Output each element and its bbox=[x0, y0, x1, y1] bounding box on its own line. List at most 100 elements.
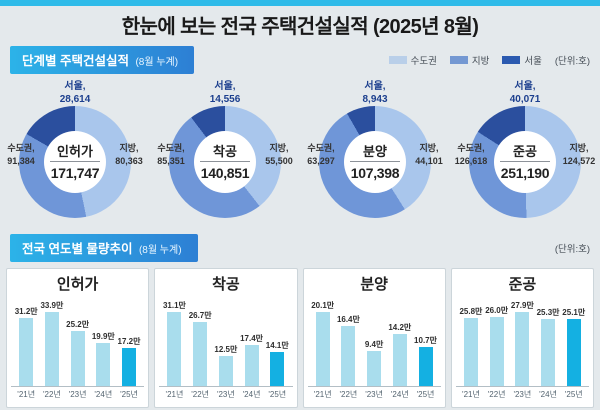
donut-jibang-name: 지방, bbox=[119, 143, 139, 153]
bar-column: 31.1만 bbox=[162, 300, 187, 386]
year-axis-label: '24년 bbox=[94, 390, 113, 399]
bar bbox=[218, 356, 233, 386]
legend-label-seoul: 서울 bbox=[524, 56, 542, 67]
bar bbox=[541, 319, 556, 386]
year-axis-label: '24년 bbox=[242, 390, 261, 399]
donut-seoul-label: 서울, 40,071 bbox=[450, 80, 600, 106]
donut-chart-completions: 서울, 40,071 준공 251,190 수도권, 126,618 지방, 1… bbox=[450, 80, 600, 228]
year-axis-label: '23년 bbox=[216, 390, 235, 399]
bar bbox=[44, 312, 59, 386]
bar-column: 31.2만 bbox=[14, 306, 39, 386]
bar-column: 16.4만 bbox=[336, 314, 361, 386]
bar bbox=[244, 345, 259, 386]
bar-value-label: 26.0만 bbox=[485, 306, 509, 315]
donut-ring: 분양 107,398 bbox=[319, 106, 431, 218]
bar-value-label: 26.7만 bbox=[188, 311, 212, 320]
bar-column: 27.9만 bbox=[510, 300, 535, 386]
year-axis-label: '25년 bbox=[120, 390, 138, 399]
legend-swatch-sudogwon bbox=[388, 56, 407, 64]
section1-subtitle: (8월 누계) bbox=[135, 57, 179, 68]
bar-column: 10.7만 bbox=[413, 335, 438, 386]
donut-seoul-value: 8,943 bbox=[362, 94, 388, 105]
section1-title: 단계별 주택건설실적 bbox=[22, 54, 129, 68]
year-axis-label: '23년 bbox=[68, 390, 87, 399]
bar bbox=[19, 318, 34, 386]
bar-column: 14.2만 bbox=[387, 322, 412, 386]
bar-chart-card-completions: 준공 25.8만 26.0만 27.9만 25.3만 25.1만 '21년 '22년 '23… bbox=[450, 268, 594, 408]
section1-title-badge: 단계별 주택건설실적 (8월 누계) bbox=[10, 46, 195, 74]
bar-column: 14.1만 bbox=[265, 340, 290, 386]
bar-value-label: 25.1만 bbox=[562, 308, 586, 317]
donut-seoul-value: 40,071 bbox=[509, 94, 541, 105]
legend-item-seoul: 서울 bbox=[502, 53, 542, 67]
bar-chart-plot: 31.2만 33.9만 25.2만 19.9만 17.2만 bbox=[11, 293, 145, 387]
year-axis-label: '24년 bbox=[390, 390, 409, 399]
donut-sudogwon-name: 수도권, bbox=[307, 143, 335, 153]
bar-value-label: 9.4만 bbox=[364, 340, 384, 349]
bar-value-label: 19.9만 bbox=[91, 332, 115, 341]
year-axis-label: '21년 bbox=[462, 390, 480, 399]
bar-column: 33.9만 bbox=[39, 300, 64, 386]
bar-chart-x-axis: '21년 '22년 '23년 '24년 '25년 bbox=[11, 389, 144, 400]
legend-swatch-seoul bbox=[502, 56, 521, 64]
donut-sudogwon-value: 126,618 bbox=[454, 156, 488, 166]
donut-jibang-name: 지방, bbox=[419, 143, 439, 153]
bar-value-label: 27.9만 bbox=[510, 301, 534, 310]
bar-value-label: 31.2만 bbox=[14, 307, 38, 316]
donut-sudogwon-name: 수도권, bbox=[457, 143, 485, 153]
donut-jibang-value: 55,500 bbox=[265, 156, 293, 166]
bar-value-label: 33.9만 bbox=[40, 301, 64, 310]
bar-value-label: 17.2만 bbox=[117, 337, 141, 346]
legend-label-jibang: 지방 bbox=[471, 56, 490, 67]
donut-seoul-value: 28,614 bbox=[59, 94, 91, 105]
bar-value-label: 12.5만 bbox=[214, 345, 238, 354]
donut-jibang-label: 지방, 44,101 bbox=[405, 142, 453, 168]
bar-chart-x-axis: '21년 '22년 '23년 '24년 '25년 bbox=[308, 389, 441, 400]
donut-title: 착공 bbox=[213, 143, 237, 159]
bar-highlight bbox=[566, 319, 581, 386]
year-axis-label: '23년 bbox=[513, 390, 532, 399]
donut-divider bbox=[350, 160, 400, 162]
donut-center: 착공 140,851 bbox=[194, 131, 256, 193]
donut-total: 140,851 bbox=[200, 164, 250, 181]
bar-highlight bbox=[122, 348, 137, 386]
page-title: 한눈에 보는 전국 주택건설실적 (2025년 8월) bbox=[121, 16, 479, 38]
legend-item-jibang: 지방 bbox=[449, 53, 490, 67]
bar-chart-card-sales: 분양 20.1만 16.4만 9.4만 14.2만 10.7만 '21년 '22년 '23년… bbox=[302, 268, 446, 408]
donut-jibang-label: 지방, 124,572 bbox=[555, 142, 600, 168]
legend-item-sudogwon: 수도권 bbox=[388, 53, 437, 67]
year-axis-label: '25년 bbox=[416, 390, 435, 399]
donut-jibang-name: 지방, bbox=[269, 143, 289, 153]
bar-value-label: 25.3만 bbox=[536, 308, 560, 317]
section1-unit-label: (단위:호) bbox=[554, 56, 590, 67]
donut-jibang-value: 124,572 bbox=[562, 156, 596, 166]
year-axis-label: '25년 bbox=[564, 390, 583, 399]
donut-chart-row: 서울, 28,614 인허가 171,747 수도권, 91,384 지방, 8… bbox=[0, 80, 600, 228]
donut-chart-permits: 서울, 28,614 인허가 171,747 수도권, 91,384 지방, 8… bbox=[0, 80, 150, 228]
year-axis-label: '21년 bbox=[165, 390, 184, 399]
donut-seoul-name: 서울, bbox=[214, 81, 236, 92]
top-accent-strip bbox=[0, 0, 600, 6]
year-axis-label: '23년 bbox=[365, 390, 383, 399]
bar bbox=[489, 317, 504, 386]
donut-ring: 착공 140,851 bbox=[169, 106, 281, 218]
bar-column: 12.5만 bbox=[213, 344, 238, 386]
bar-chart-card-permits: 인허가 31.2만 33.9만 25.2만 19.9만 17.2만 '21년 '22년 '2… bbox=[6, 268, 150, 408]
donut-jibang-label: 지방, 55,500 bbox=[255, 142, 303, 168]
bar-column: 19.9만 bbox=[91, 331, 116, 386]
year-axis-label: '21년 bbox=[313, 390, 332, 399]
legend-swatch-jibang bbox=[449, 56, 468, 64]
donut-ring: 인허가 171,747 bbox=[19, 106, 131, 218]
donut-sudogwon-label: 수도권, 91,384 bbox=[0, 142, 45, 168]
donut-divider bbox=[50, 160, 100, 162]
year-axis-label: '22년 bbox=[487, 390, 506, 399]
bar bbox=[392, 334, 407, 386]
bar-column: 25.1만 bbox=[561, 307, 586, 386]
bar-column: 20.1만 bbox=[310, 300, 335, 386]
bar bbox=[367, 351, 382, 386]
bar-value-label: 10.7만 bbox=[414, 336, 437, 345]
bar bbox=[193, 322, 208, 386]
donut-seoul-label: 서울, 14,556 bbox=[150, 80, 300, 106]
bar-chart-title: 분양 bbox=[360, 276, 388, 293]
bar-value-label: 31.1만 bbox=[162, 301, 186, 310]
